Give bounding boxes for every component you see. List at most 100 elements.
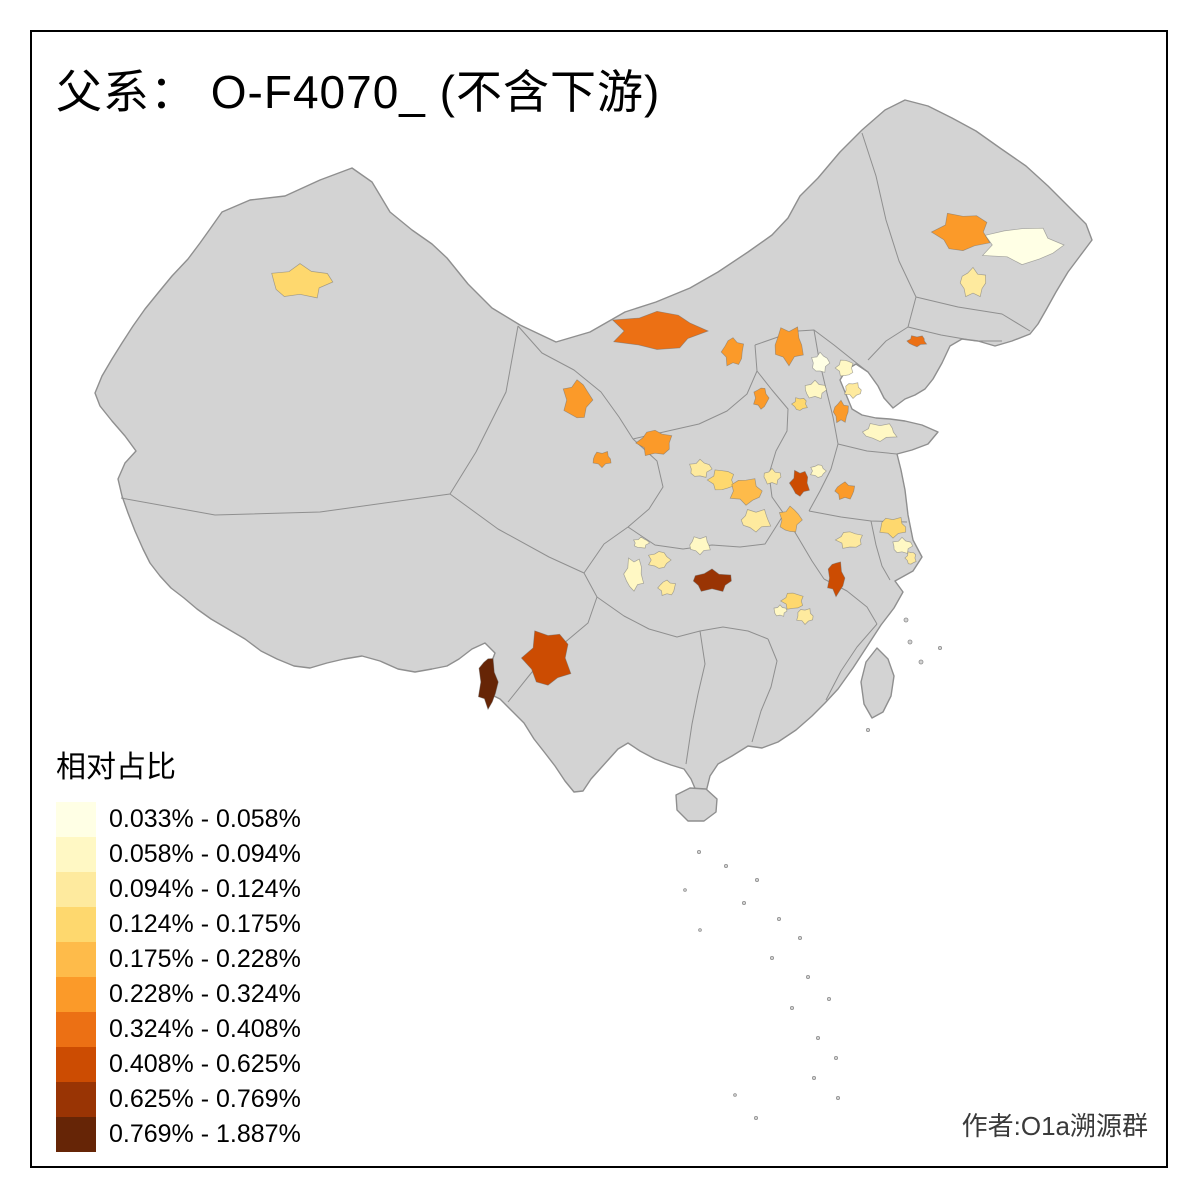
map-region [811,351,831,373]
legend-row: 0.094% - 0.124% [56,872,301,907]
map-region [689,536,711,556]
map-region [778,505,803,533]
country-landmass [94,99,1093,822]
island-dot [770,956,775,961]
taiwan-island [860,647,895,719]
map-region [879,516,907,539]
map-region [729,478,763,506]
legend-label: 0.124% - 0.175% [109,910,301,938]
map-region [834,359,854,377]
legend-row: 0.124% - 0.175% [56,907,301,942]
legend-row: 0.175% - 0.228% [56,942,301,977]
island-dot [918,659,924,665]
island-dot [866,728,871,733]
legend-label: 0.058% - 0.094% [109,840,301,868]
small-islands [683,617,943,1121]
map-region [861,423,898,442]
legend-swatch [56,977,96,1012]
colored-regions [271,212,1065,711]
province-border [870,520,891,581]
map-region [834,481,856,500]
island-dot [754,1116,759,1121]
province-border [861,132,917,298]
legend-label: 0.625% - 0.769% [109,1085,301,1113]
legend-label: 0.094% - 0.124% [109,875,301,903]
island-dot [777,917,782,922]
island-dot [816,1036,821,1041]
province-border [907,296,1002,342]
map-region [832,399,849,424]
province-border [517,325,634,440]
map-region [763,467,782,485]
legend-swatch [56,837,96,872]
legend-row: 0.625% - 0.769% [56,1082,301,1117]
legend-swatch [56,907,96,942]
island-dot [724,864,729,869]
map-region [520,630,572,686]
legend-label: 0.769% - 1.887% [109,1120,301,1148]
legend-row: 0.033% - 0.058% [56,802,301,837]
hainan-island [675,787,718,822]
province-border [583,438,664,574]
legend-row: 0.324% - 0.408% [56,1012,301,1047]
map-region [611,310,710,350]
legend-row: 0.058% - 0.094% [56,837,301,872]
legend-label: 0.324% - 0.408% [109,1015,301,1043]
map-region [906,335,928,348]
legend-swatch [56,942,96,977]
map-region [774,326,804,367]
map-region [706,469,735,491]
legend-label: 0.228% - 0.324% [109,980,301,1008]
legend-swatch [56,1047,96,1082]
map-region [827,561,846,598]
island-dot [907,639,913,645]
province-border [685,630,706,765]
map-region [796,608,814,626]
legend-swatch [56,802,96,837]
province-border [915,296,1031,332]
legend-label: 0.175% - 0.228% [109,945,301,973]
plot-frame [30,30,1168,1168]
map-region [804,379,827,399]
island-dot [742,901,747,906]
legend-title: 相对占比 [56,751,176,784]
attribution: 作者:O1a溯源群 [961,1111,1148,1141]
island-dot [790,1006,795,1011]
map-region [647,551,672,569]
map-region [657,579,676,596]
legend-swatch [56,1117,96,1152]
map-region [740,509,772,533]
legend: 相对占比 0.033% - 0.058% 0.058% - 0.094% 0.094… [56,742,301,1152]
mainland-outline [94,99,1093,794]
island-dot [755,878,760,883]
legend-swatch [56,1082,96,1117]
map-region [720,337,745,367]
island-dot [812,1076,817,1081]
map-region [904,551,917,565]
province-border [120,493,451,516]
map-region [773,604,788,617]
island-dot [834,1056,839,1061]
legend-items: 0.033% - 0.058% 0.058% - 0.094% 0.094% - 0… [56,802,301,1152]
legend-label: 0.033% - 0.058% [109,805,301,833]
map-region [753,387,770,410]
map-region [791,397,808,411]
map-region [623,557,645,592]
province-border [751,638,778,743]
island-dot [733,1093,737,1097]
map-region [271,263,334,299]
province-border [867,326,909,361]
legend-row: 0.408% - 0.625% [56,1047,301,1082]
map-region [780,592,804,610]
island-dot [697,850,702,855]
province-borders [120,132,1031,765]
map-region [930,212,991,251]
island-dot [938,646,943,651]
map-region [692,568,732,592]
map-region [633,536,651,549]
province-border [837,443,898,455]
island-dot [806,975,811,980]
map-title: 父系： O-F4070_ (不含下游) [56,66,661,118]
province-border [756,370,789,515]
